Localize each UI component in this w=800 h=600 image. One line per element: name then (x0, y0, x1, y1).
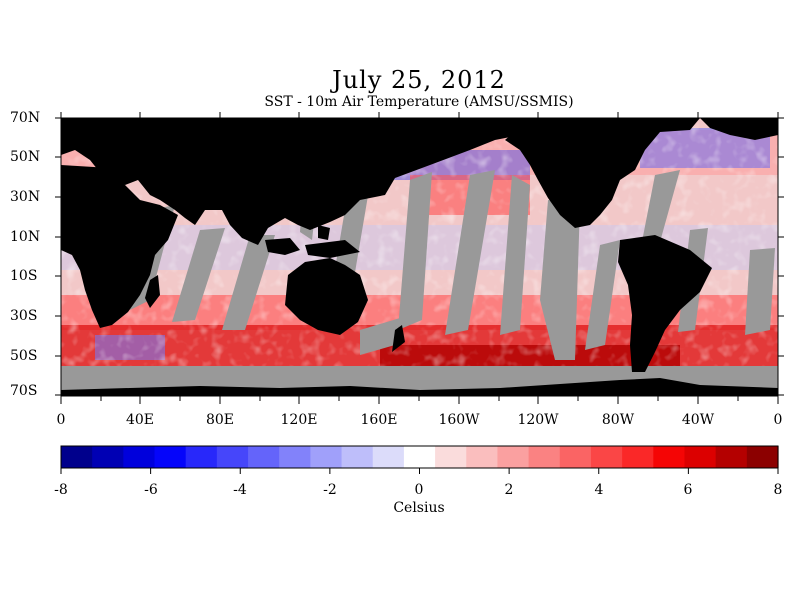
colorbar-segment (61, 446, 93, 468)
africa-land (61, 165, 178, 328)
antarctica-land (61, 378, 778, 396)
colorbar-segment (622, 446, 654, 468)
colorbar-segment (684, 446, 717, 468)
colorbar-title: Celsius (393, 500, 445, 516)
swath (540, 200, 580, 360)
colorbar-segment (372, 446, 405, 468)
eurasia-land (61, 118, 560, 245)
lat-label-10s: 10S (10, 268, 38, 284)
colorbar-segment (341, 446, 374, 468)
colorbar-label-6: 6 (683, 482, 693, 498)
colorbar-segment (528, 446, 561, 468)
lat-label-30s: 30S (10, 308, 38, 324)
lon-label-120e: 120E (280, 412, 318, 428)
swath (445, 170, 495, 335)
lat-label-10n: 10N (10, 229, 41, 245)
lon-label-80w: 80W (601, 412, 635, 428)
lon-label-0-east: 0 (773, 412, 783, 428)
colorbar-segment (248, 446, 280, 468)
colorbar-segment (497, 446, 530, 468)
colorbar-segment (403, 446, 436, 468)
swath (745, 248, 775, 335)
lon-label-120w: 120W (517, 412, 559, 428)
swath (585, 240, 620, 350)
colorbar-label-neg4: -4 (233, 482, 247, 498)
colorbar-segment (559, 446, 592, 468)
swath (398, 172, 432, 330)
colorbar-label-neg8: -8 (54, 482, 68, 498)
colorbar-segment (310, 446, 343, 468)
lon-label-160e: 160E (360, 412, 398, 428)
colorbar-segment (123, 446, 156, 468)
colorbar-label-8: 8 (773, 482, 783, 498)
lat-ticks (55, 117, 784, 396)
colorbar-segment (185, 446, 218, 468)
lon-label-80e: 80E (205, 412, 235, 428)
colorbar-segment (435, 446, 467, 468)
north-america-land (505, 118, 700, 228)
japan-land (340, 180, 356, 205)
colorbar-segment (653, 446, 686, 468)
colorbar-label-0: 0 (414, 482, 424, 498)
swath (500, 175, 530, 335)
swath (172, 228, 225, 322)
colorbar-label-neg2: -2 (323, 482, 337, 498)
lon-ticks (60, 112, 779, 404)
new-zealand-land (392, 325, 405, 352)
swath (360, 318, 400, 355)
colorbar-segment (216, 446, 249, 468)
south-america-land (618, 235, 712, 372)
lon-label-40e: 40E (125, 412, 155, 428)
colorbar-segment (590, 446, 623, 468)
map-title: July 25, 2012 (332, 66, 506, 94)
lat-label-30n: 30N (10, 189, 41, 205)
maritime-continent-land (265, 225, 360, 258)
colorbar (61, 446, 779, 468)
colorbar-segment (466, 446, 499, 468)
colorbar-segment (715, 446, 748, 468)
map-subtitle: SST - 10m Air Temperature (AMSU/SSMIS) (264, 94, 574, 110)
colorbar-label-neg6: -6 (144, 482, 158, 498)
land-masses (61, 118, 778, 396)
lat-label-50n: 50N (10, 149, 41, 165)
madagascar-land (145, 275, 160, 308)
lon-label-0: 0 (56, 412, 66, 428)
lat-label-50s: 50S (10, 348, 38, 364)
colorbar-segment (746, 446, 779, 468)
lon-label-40w: 40W (681, 412, 715, 428)
colorbar-label-2: 2 (504, 482, 514, 498)
lat-label-70n: 70N (10, 110, 41, 126)
swath (222, 235, 275, 330)
lat-label-70s: 70S (10, 383, 38, 399)
colorbar-label-4: 4 (594, 482, 604, 498)
colorbar-segment (92, 446, 124, 468)
greenland-land (700, 118, 778, 140)
colorbar-ticks (60, 468, 779, 474)
colorbar-segment (154, 446, 187, 468)
colorbar-segment (279, 446, 311, 468)
australia-land (285, 258, 368, 335)
lon-label-160w: 160W (438, 412, 480, 428)
